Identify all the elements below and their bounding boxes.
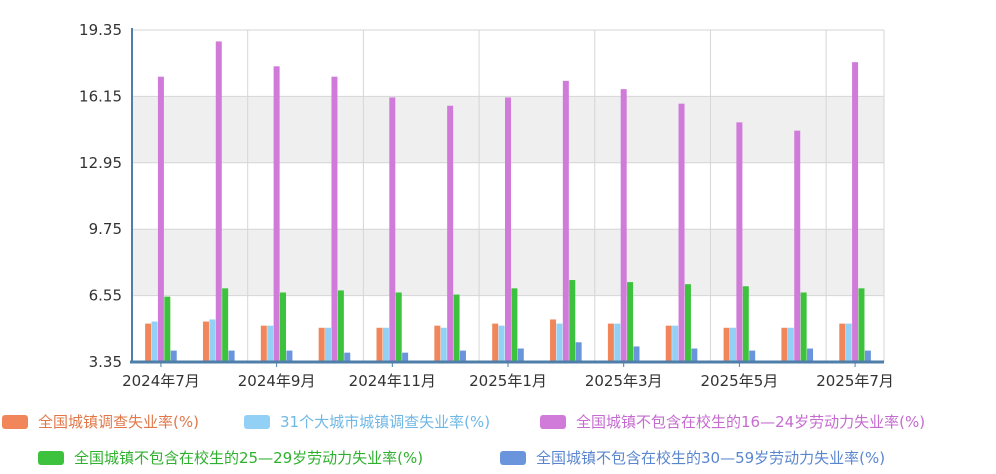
bar bbox=[151, 321, 158, 362]
bar bbox=[511, 288, 518, 362]
bar bbox=[325, 327, 332, 362]
x-tick-label: 2024年9月 bbox=[238, 372, 316, 390]
legend-label-31-cities: 31个大城市城镇调查失业率(%) bbox=[280, 413, 491, 431]
bar bbox=[620, 89, 627, 362]
bar bbox=[678, 103, 685, 362]
bar bbox=[434, 325, 441, 362]
legend-swatch-30-59 bbox=[500, 451, 526, 465]
bar bbox=[402, 352, 409, 362]
bar bbox=[575, 342, 582, 362]
bar bbox=[607, 323, 614, 362]
bar bbox=[453, 294, 460, 362]
unemployment-bar-chart: 3.35 6.55 9.75 12.95 16.15 19.35 2024年7月 2024年9… bbox=[79, 21, 894, 390]
x-tick-label: 2024年7月 bbox=[122, 372, 200, 390]
bar bbox=[209, 319, 216, 362]
bar bbox=[498, 325, 505, 362]
bar bbox=[736, 122, 743, 363]
x-tick-label: 2025年7月 bbox=[816, 372, 894, 390]
legend-label-national: 全国城镇调查失业率(%) bbox=[38, 413, 199, 431]
bar bbox=[344, 352, 351, 362]
bar bbox=[389, 97, 396, 362]
bar bbox=[215, 41, 222, 362]
bar bbox=[800, 292, 807, 362]
bar bbox=[505, 97, 511, 362]
bar bbox=[382, 327, 389, 362]
bar bbox=[517, 348, 524, 362]
chart-legend: 全国城镇调查失业率(%) 31个大城市城镇调查失业率(%) 全国城镇不包含在校生… bbox=[0, 404, 996, 474]
bar bbox=[794, 130, 801, 362]
bar bbox=[723, 327, 730, 362]
bar bbox=[280, 292, 287, 362]
bar bbox=[286, 350, 293, 362]
legend-swatch-25-29 bbox=[38, 451, 64, 465]
bar bbox=[395, 292, 402, 362]
y-tick-label: 12.95 bbox=[79, 154, 122, 172]
y-tick-label: 6.55 bbox=[89, 287, 122, 305]
bar bbox=[267, 325, 274, 362]
bar bbox=[492, 323, 499, 362]
x-tick-label: 2025年5月 bbox=[701, 372, 779, 390]
bar bbox=[376, 327, 383, 362]
legend-item-16-24[interactable]: 全国城镇不包含在校生的16—24岁劳动力失业率(%) bbox=[540, 413, 925, 431]
bar bbox=[337, 290, 344, 362]
bar bbox=[627, 282, 634, 362]
bar bbox=[550, 319, 557, 362]
bar bbox=[684, 284, 691, 362]
legend-swatch-national bbox=[2, 415, 28, 429]
legend-label-25-29: 全国城镇不包含在校生的25—29岁劳动力失业率(%) bbox=[74, 449, 424, 467]
bar bbox=[864, 350, 871, 362]
bar bbox=[807, 348, 814, 362]
bar bbox=[839, 323, 846, 362]
bar bbox=[273, 66, 280, 362]
bar bbox=[569, 280, 576, 362]
bar bbox=[562, 80, 569, 363]
bar bbox=[170, 350, 177, 362]
bar bbox=[145, 323, 152, 362]
bar bbox=[556, 323, 563, 362]
legend-swatch-31-cities bbox=[244, 415, 270, 429]
legend-item-30-59[interactable]: 全国城镇不包含在校生的30—59岁劳动力失业率(%) bbox=[500, 449, 885, 467]
bar bbox=[331, 76, 338, 362]
bar bbox=[749, 350, 756, 362]
bar bbox=[447, 105, 454, 363]
bar bbox=[845, 323, 852, 362]
bar bbox=[164, 296, 171, 362]
y-tick-label: 16.15 bbox=[79, 87, 122, 105]
y-tick-label: 3.35 bbox=[89, 353, 122, 371]
bar bbox=[787, 327, 794, 362]
bar bbox=[614, 323, 621, 362]
x-tick-label: 2024年11月 bbox=[349, 372, 436, 390]
bar bbox=[742, 286, 749, 362]
bar bbox=[459, 350, 466, 362]
legend-label-16-24: 全国城镇不包含在校生的16—24岁劳动力失业率(%) bbox=[576, 413, 926, 431]
bar bbox=[691, 348, 698, 362]
bar bbox=[318, 327, 325, 362]
bar bbox=[672, 325, 679, 362]
bar bbox=[781, 327, 788, 362]
bar bbox=[202, 321, 209, 362]
bar bbox=[858, 288, 865, 362]
bar bbox=[228, 350, 235, 362]
x-tick-label: 2025年1月 bbox=[469, 372, 547, 390]
bar bbox=[665, 325, 672, 362]
bar bbox=[440, 327, 447, 362]
legend-item-25-29[interactable]: 全国城镇不包含在校生的25—29岁劳动力失业率(%) bbox=[38, 449, 423, 467]
x-tick-label: 2025年3月 bbox=[585, 372, 663, 390]
legend-swatch-16-24 bbox=[540, 415, 566, 429]
y-tick-label: 19.35 bbox=[79, 21, 122, 39]
bar bbox=[729, 327, 736, 362]
y-tick-label: 9.75 bbox=[89, 220, 122, 238]
legend-item-31-cities[interactable]: 31个大城市城镇调查失业率(%) bbox=[244, 413, 490, 431]
bar bbox=[633, 346, 640, 362]
bar bbox=[260, 325, 267, 362]
plot-band bbox=[132, 30, 884, 97]
legend-item-national[interactable]: 全国城镇调查失业率(%) bbox=[2, 413, 199, 431]
legend-label-30-59: 全国城镇不包含在校生的30—59岁劳动力失业率(%) bbox=[536, 449, 886, 467]
bar bbox=[222, 288, 229, 362]
bar bbox=[157, 76, 164, 362]
bar bbox=[852, 62, 859, 362]
